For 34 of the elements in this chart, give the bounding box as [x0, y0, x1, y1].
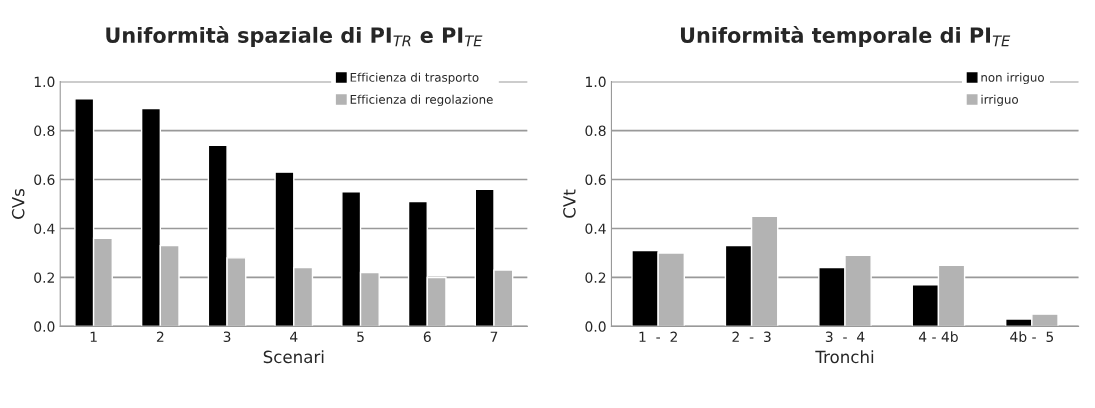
legend-label: Efficienza di regolazione [350, 94, 493, 107]
y-tick-label: 0.8 [34, 125, 55, 137]
y-tick-label: 1.0 [34, 76, 55, 88]
y-tick-label: 0.0 [585, 321, 606, 332]
x-tick-label: 4b - 5 [1010, 331, 1054, 343]
chart-title: Uniformità temporale di PI$_{TE}$ [680, 26, 1011, 48]
x-tick-label: 4 - 4b [918, 331, 958, 343]
y-tick-label: 0.4 [34, 223, 55, 234]
legend-label: non irriguo [981, 72, 1044, 85]
x-tick-label: 5 [357, 331, 364, 343]
y-axis-title: CVs [11, 188, 25, 219]
chart-title: Uniformità spaziale di PI$_{TR}$ e PI$_{TE}$ [106, 26, 483, 48]
y-tick-label: 0.2 [585, 272, 606, 283]
legend-label: irriguo [981, 94, 1019, 107]
y-tick-label: 0.2 [34, 272, 54, 283]
x-tick-label: 7 [490, 331, 498, 342]
x-axis-title: Scenari [263, 350, 324, 364]
y-tick-label: 0.8 [585, 125, 606, 137]
y-tick-label: 0.6 [585, 174, 606, 185]
y-tick-label: 0.6 [34, 174, 55, 185]
y-tick-label: 0.0 [34, 321, 55, 332]
x-axis-title: Tronchi [815, 350, 874, 364]
x-tick-label: 2 - 3 [732, 331, 771, 343]
y-axis-title: CVt [563, 189, 576, 218]
x-tick-label: 1 - 2 [639, 331, 677, 342]
x-tick-label: 2 [156, 331, 164, 342]
x-tick-label: 3 [223, 331, 231, 343]
y-tick-label: 1.0 [586, 76, 606, 88]
y-tick-label: 0.4 [585, 223, 606, 234]
x-tick-label: 3 - 4 [825, 331, 865, 343]
x-tick-label: 1 [90, 331, 97, 342]
x-tick-label: 6 [423, 331, 431, 343]
x-tick-label: 4 [290, 331, 298, 342]
legend-label: Efficienza di trasporto [350, 72, 479, 85]
